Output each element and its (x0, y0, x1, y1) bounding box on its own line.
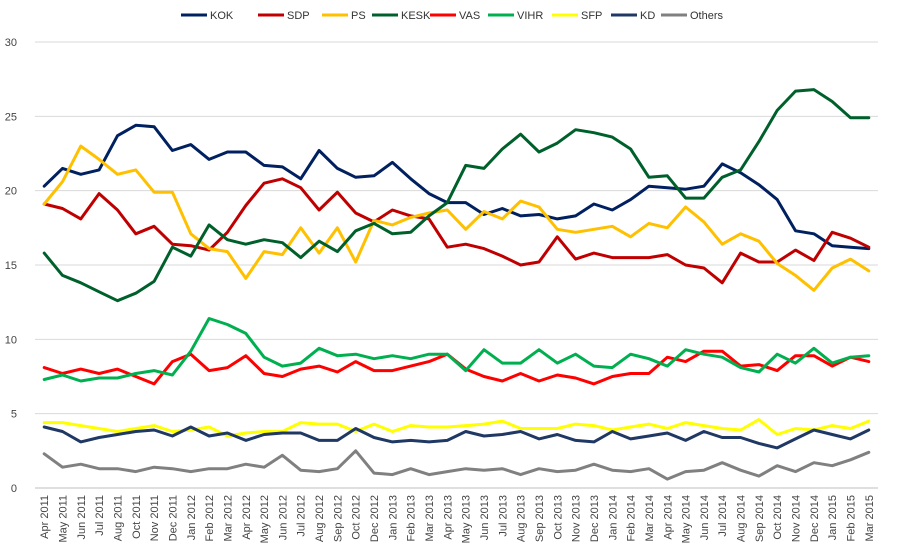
gridlines (35, 41, 878, 415)
x-tick-label: Apr 2012 (241, 495, 253, 540)
x-tick-label: Aug 2014 (736, 495, 748, 542)
x-tick-label: Oct 2013 (552, 495, 564, 540)
legend-label: KOK (210, 10, 234, 22)
legend-item-others: Others (661, 10, 724, 22)
x-tick-label: Feb 2014 (626, 495, 638, 541)
legend-item-kesk: KESK (372, 10, 431, 22)
x-tick-label: Jan 2012 (186, 495, 198, 540)
x-tick-label: Jun 2013 (479, 495, 491, 540)
series-line-kesk (42, 88, 871, 303)
x-tick-label: May 2013 (461, 495, 473, 543)
x-tick-label: Dec 2012 (369, 495, 381, 542)
x-tick-label: Jul 2011 (94, 495, 106, 536)
legend-label: VAS (459, 10, 480, 22)
series-line-others (42, 449, 871, 481)
x-tick-label: Oct 2011 (131, 495, 143, 539)
x-tick-labels: Apr 2011 May 2011 Jun 2011 Jul 2011 Aug 2011… (39, 495, 876, 543)
y-tick-label: 0 (11, 483, 17, 495)
series-line-kd (42, 425, 871, 450)
x-tick-label: Apr 2013 (442, 495, 454, 540)
x-tick-label: Jun 2012 (277, 495, 289, 540)
x-tick-label: Mar 2015 (864, 495, 876, 541)
x-tick-label: Mar 2013 (424, 495, 436, 541)
series-line-sdp (42, 177, 871, 285)
y-tick-label: 20 (5, 186, 17, 198)
x-tick-label: Jan 2014 (607, 495, 619, 540)
legend-label: PS (351, 10, 366, 22)
x-tick-label: Dec 2011 (167, 495, 179, 541)
x-tick-label: Nov 2013 (571, 495, 583, 542)
legend-label: Others (690, 10, 724, 22)
legend-label: KD (640, 10, 655, 22)
legend: KOK SDP PS KESK VAS VIHR SFP KD Others (181, 10, 724, 22)
legend-item-kd: KD (611, 10, 655, 22)
x-tick-label: Aug 2011 (112, 495, 124, 541)
legend-item-ps: PS (322, 10, 366, 22)
x-tick-label: Feb 2015 (846, 495, 858, 541)
x-tick-label: Jul 2013 (497, 495, 509, 537)
series-line-kok (42, 123, 871, 251)
x-tick-label: Aug 2013 (516, 495, 528, 542)
x-tick-label: Jul 2014 (717, 495, 729, 537)
legend-item-sdp: SDP (258, 10, 310, 22)
x-tick-label: Sep 2012 (332, 495, 344, 542)
legend-label: KESK (401, 10, 431, 22)
y-tick-label: 25 (5, 111, 17, 123)
legend-item-vihr: VIHR (488, 10, 543, 22)
series-line-vihr (42, 317, 871, 383)
x-tick-label: Dec 2013 (589, 495, 601, 542)
x-tick-label: Mar 2012 (222, 495, 234, 541)
x-tick-label: Apr 2011 (39, 495, 51, 539)
y-tick-label: 15 (5, 260, 17, 272)
series-lines (42, 88, 871, 481)
x-tick-label: Nov 2014 (791, 495, 803, 542)
x-tick-label: Jun 2014 (699, 495, 711, 540)
x-tick-label: Sep 2013 (534, 495, 546, 542)
x-tick-label: Jan 2015 (827, 495, 839, 540)
x-tick-label: Dec 2014 (809, 495, 821, 542)
x-tick-label: Sep 2014 (754, 495, 766, 542)
legend-item-kok: KOK (181, 10, 234, 22)
legend-item-vas: VAS (430, 10, 480, 22)
x-tick-label: Jun 2011 (76, 495, 88, 539)
x-tick-label: Oct 2014 (772, 495, 784, 540)
y-tick-label: 5 (11, 409, 17, 421)
series-line-ps (42, 144, 871, 292)
x-tick-label: Feb 2013 (406, 495, 418, 541)
x-tick-label: Oct 2012 (351, 495, 363, 540)
y-tick-labels: 0 5 10 15 20 25 30 (5, 37, 17, 495)
x-tick-label: Jan 2013 (387, 495, 399, 540)
x-tick-label: Jul 2012 (296, 495, 308, 537)
x-tick-label: Mar 2014 (644, 495, 656, 541)
x-tick-label: Nov 2011 (149, 495, 161, 541)
x-tick-label: May 2012 (259, 495, 271, 543)
legend-label: SDP (287, 10, 310, 22)
x-tick-label: May 2011 (57, 495, 69, 543)
legend-label: SFP (581, 10, 602, 22)
legend-item-sfp: SFP (552, 10, 602, 22)
legend-label: VIHR (517, 10, 543, 22)
x-tick-label: Aug 2012 (314, 495, 326, 542)
x-tick-label: Apr 2014 (662, 495, 674, 540)
x-tick-label: May 2014 (681, 495, 693, 543)
x-tick-label: Feb 2012 (204, 495, 216, 541)
y-tick-label: 30 (5, 37, 17, 49)
y-tick-label: 10 (5, 334, 17, 346)
